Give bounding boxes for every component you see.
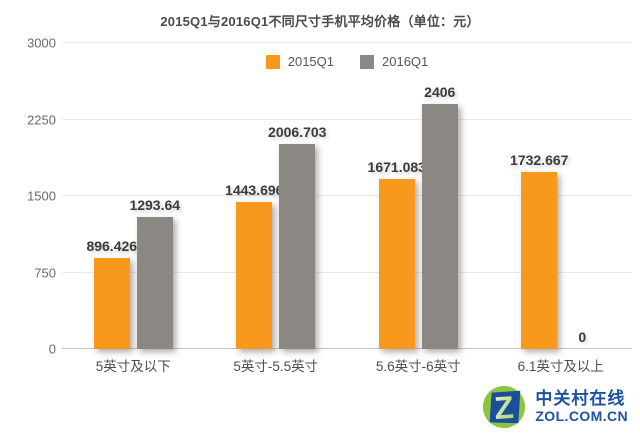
- x-category-label: 6.1英寸及以上: [517, 359, 604, 374]
- y-axis: 0 750 1500 2250 3000: [0, 36, 56, 357]
- gridline: [62, 271, 632, 273]
- chart-title: 2015Q1与2016Q1不同尺寸手机平均价格（单位：元）: [160, 14, 480, 29]
- bar-2015q1-group1: 896.426: [86, 238, 137, 349]
- bar-value-label: 2006.703: [268, 124, 327, 141]
- legend-swatch-2015q1: [265, 54, 280, 69]
- legend-item-2016q1: 2016Q1: [360, 54, 428, 69]
- y-tick-label: 3000: [27, 35, 56, 51]
- bar-group-2: 1443.696 2006.703: [205, 43, 348, 349]
- zol-logo-icon: Z: [483, 385, 526, 429]
- bar-2015q1-group3: 1671.083: [368, 159, 426, 349]
- bar-group-4: 1732.667 0: [490, 43, 633, 349]
- zol-logo-text: 中关村在线 ZOL.COM.CN: [535, 388, 628, 424]
- y-tick-label: 1500: [27, 188, 56, 204]
- legend-label-2016q1: 2016Q1: [382, 54, 429, 69]
- x-category-label: 5英寸及以下: [95, 359, 171, 374]
- zol-logo-en: ZOL.COM.CN: [535, 407, 628, 424]
- gridline: [62, 42, 632, 43]
- x-category-label: 5.6英寸-6英寸: [375, 359, 461, 374]
- bar-group-1: 896.426 1293.64: [62, 43, 205, 349]
- bar-value-label: 896.426: [86, 237, 138, 254]
- bar-group-3: 1671.083 2406: [347, 43, 490, 349]
- gridline: [62, 118, 632, 120]
- legend: 2015Q1 2016Q1: [62, 54, 632, 69]
- bar-groups: 896.426 1293.64 1443.696 2006.703 1671.083 24…: [62, 43, 632, 349]
- y-tick-label: 750: [34, 265, 56, 280]
- plot-area: 2015Q1 2016Q1 896.426 1293.64 1443.696 2006…: [62, 42, 632, 349]
- gridline: [62, 195, 632, 196]
- bar-2016q1-group1: 1293.64: [129, 197, 180, 349]
- bar-value-label: 0: [578, 329, 587, 345]
- bar-value-label: 1671.083: [367, 158, 426, 175]
- x-axis-baseline: [62, 348, 632, 349]
- legend-item-2015q1: 2015Q1: [265, 54, 334, 69]
- svg-text:Z: Z: [493, 389, 515, 426]
- bar-value-label: 1732.667: [510, 152, 569, 169]
- bar-value-label: 1293.64: [129, 197, 181, 214]
- y-tick-label: 0: [48, 341, 56, 357]
- zol-watermark: Z 中关村在线 ZOL.COM.CN: [481, 384, 628, 430]
- zol-logo-cn: 中关村在线: [535, 388, 626, 408]
- bar-2016q1-group2: 2006.703: [268, 124, 326, 349]
- bar-value-label: 1443.696: [225, 181, 284, 198]
- x-axis-labels: 5英寸及以下 5英寸-5.5英寸 5.6英寸-6英寸 6.1英寸及以上: [62, 355, 632, 375]
- bar-value-label: 2406: [424, 83, 456, 100]
- bar-2016q1-group3: 2406: [421, 84, 458, 349]
- bar-2015q1-group2: 1443.696: [225, 182, 283, 349]
- legend-label-2015q1: 2015Q1: [287, 54, 334, 69]
- bar-2015q1-group4: 1732.667: [510, 152, 568, 349]
- y-tick-label: 2250: [27, 112, 56, 127]
- legend-swatch-2016q1: [360, 54, 374, 69]
- x-category-label: 5英寸-5.5英寸: [233, 359, 319, 374]
